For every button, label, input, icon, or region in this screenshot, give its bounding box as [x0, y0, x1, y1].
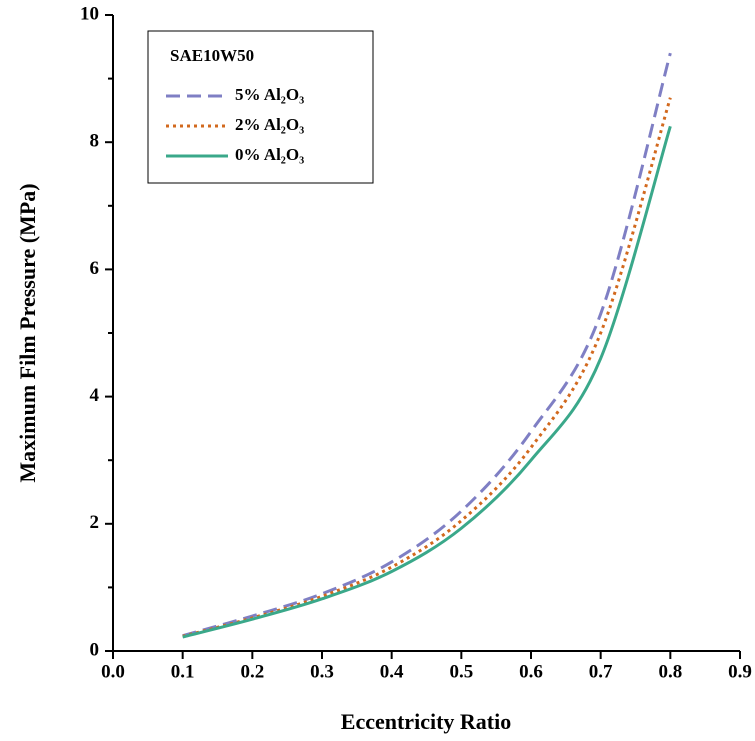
line-series — [182, 52, 672, 638]
x-axis-label: Eccentricity Ratio — [341, 709, 511, 734]
x-tick-label: 0.7 — [589, 661, 613, 682]
line-series — [182, 125, 672, 639]
x-tick-label: 0.1 — [171, 661, 195, 682]
legend-title: SAE10W50 — [170, 46, 254, 65]
x-tick-label: 0.2 — [240, 661, 264, 682]
y-tick-label: 8 — [90, 131, 100, 152]
x-tick-label: 0.9 — [728, 661, 752, 682]
y-tick-label: 10 — [80, 3, 99, 24]
y-tick-label: 6 — [90, 258, 100, 279]
y-axis-label: Maximum Film Pressure (MPa) — [15, 183, 40, 482]
legend-label: 0% Al₂O₃ — [235, 145, 304, 164]
legend-label: 5% Al₂O₃ — [235, 85, 304, 104]
legend-box — [147, 30, 374, 184]
x-tick-label: 0.3 — [310, 661, 334, 682]
x-tick-label: 0.6 — [519, 661, 543, 682]
y-tick-label: 0 — [90, 639, 100, 660]
y-tick-label: 4 — [90, 385, 100, 406]
x-tick-label: 0.4 — [380, 661, 404, 682]
x-tick-label: 0.8 — [658, 661, 682, 682]
x-tick-label: 0.5 — [449, 661, 473, 682]
x-tick-label: 0.0 — [101, 661, 125, 682]
line-series — [182, 97, 672, 638]
legend-label: 2% Al₂O₃ — [235, 115, 304, 134]
y-tick-label: 2 — [90, 512, 100, 533]
